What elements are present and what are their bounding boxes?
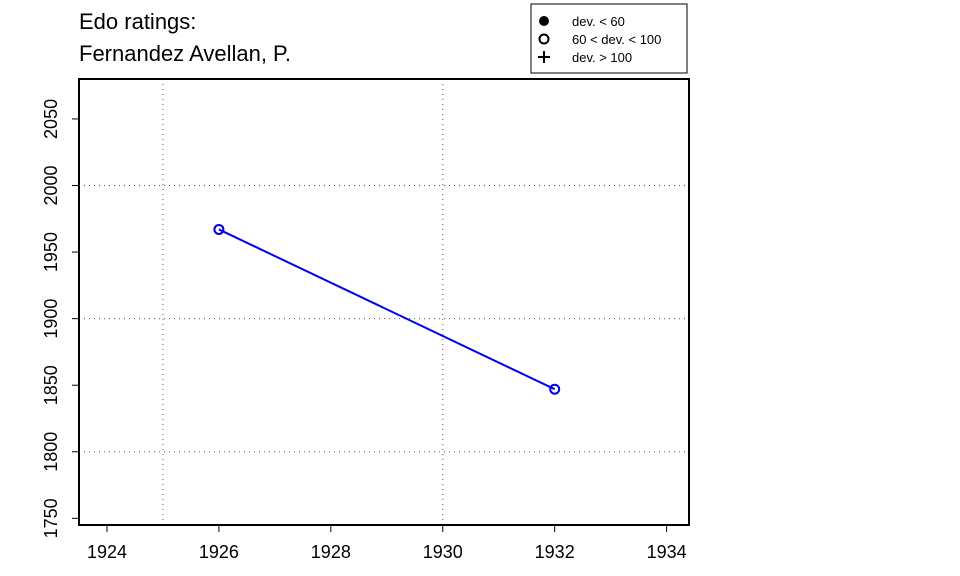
x-tick-label: 1924 — [87, 542, 127, 562]
y-tick-label: 1750 — [41, 498, 61, 538]
legend-plus-icon — [538, 51, 550, 63]
legend-label-dev-low: dev. < 60 — [572, 14, 625, 29]
chart-title-line-2: Fernandez Avellan, P. — [79, 41, 291, 66]
chart-title-line-1: Edo ratings: — [79, 9, 196, 34]
y-tick-label: 1950 — [41, 232, 61, 272]
x-tick-label: 1926 — [199, 542, 239, 562]
legend-label-dev-high: dev. > 100 — [572, 50, 632, 65]
rating-line — [218, 228, 556, 391]
rating-point — [213, 223, 225, 235]
x-tick-label: 1928 — [311, 542, 351, 562]
y-tick-label: 2050 — [41, 99, 61, 139]
plot-frame — [78, 78, 690, 526]
legend-label-dev-mid: 60 < dev. < 100 — [572, 32, 661, 47]
legend-filled-circle-icon — [539, 16, 549, 26]
legend: dev. < 60 60 < dev. < 100 dev. > 100 — [530, 3, 688, 74]
y-tick-label: 1800 — [41, 432, 61, 472]
y-tick-label: 1850 — [41, 365, 61, 405]
x-tick-label: 1932 — [535, 542, 575, 562]
y-tick-label: 2000 — [41, 165, 61, 205]
legend-box — [530, 3, 688, 74]
rating-point — [549, 383, 561, 395]
x-tick-label: 1934 — [647, 542, 687, 562]
x-tick-label: 1930 — [423, 542, 463, 562]
legend-open-circle-icon — [538, 33, 550, 45]
y-tick-label: 1900 — [41, 299, 61, 339]
